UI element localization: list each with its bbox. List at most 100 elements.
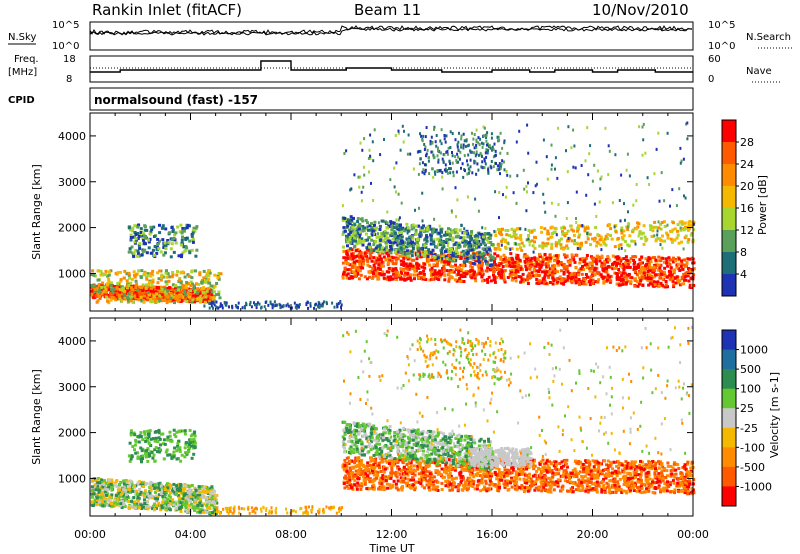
heatmap-cell [156, 242, 160, 246]
heatmap-cell [499, 255, 503, 259]
heatmap-cell [486, 262, 490, 266]
heatmap-cell [104, 497, 108, 501]
heatmap-cell [423, 244, 427, 248]
heatmap-cell [205, 504, 209, 508]
heatmap-cell [116, 500, 119, 504]
heatmap-cell [468, 248, 472, 252]
heatmap-cell [498, 191, 501, 194]
heatmap-cell [456, 152, 459, 156]
heatmap-cell [395, 161, 398, 165]
heatmap-cell [531, 244, 535, 248]
heatmap-cell [577, 235, 581, 239]
heatmap-cell [475, 150, 478, 154]
heatmap-cell [530, 229, 534, 233]
heatmap-cell [580, 272, 584, 276]
heatmap-cell [199, 297, 203, 301]
heatmap-cell [181, 486, 185, 490]
heatmap-cell [469, 238, 473, 242]
heatmap-cell [172, 298, 176, 302]
heatmap-cell [513, 266, 517, 270]
heatmap-cell [430, 272, 433, 275]
heatmap-cell [121, 496, 125, 500]
heatmap-cell [385, 248, 389, 252]
heatmap-cell [617, 260, 621, 264]
heatmap-cell [125, 279, 129, 283]
heatmap-cell [559, 269, 563, 273]
heatmap-cell [627, 244, 631, 248]
heatmap-cell [164, 280, 168, 284]
heatmap-cell [400, 201, 403, 205]
heatmap-cell [110, 481, 114, 485]
heatmap-cell [673, 268, 677, 272]
heatmap-cell [540, 279, 544, 283]
heatmap-cell [342, 230, 346, 234]
heatmap-cell [484, 247, 488, 251]
heatmap-cell [158, 269, 162, 273]
heatmap-cell [505, 169, 508, 173]
heatmap-cell [686, 121, 689, 125]
heatmap-cell [90, 284, 94, 288]
heatmap-cell [107, 277, 111, 281]
heatmap-cell [526, 282, 530, 285]
heatmap-cell [434, 140, 437, 144]
heatmap-cell [182, 245, 186, 249]
heatmap-cell [545, 155, 548, 159]
heatmap-cell [210, 293, 214, 297]
heatmap-cell [160, 287, 164, 291]
heatmap-cell [551, 282, 555, 286]
heatmap-cell [369, 248, 373, 252]
heatmap-cell [657, 285, 661, 288]
heatmap-cell [114, 298, 118, 302]
heatmap-cell [201, 496, 205, 500]
heatmap-cell [530, 263, 534, 267]
heatmap-cell [622, 234, 626, 238]
heatmap-cell [493, 260, 496, 264]
heatmap-cell [690, 256, 694, 260]
heatmap-cell [136, 249, 140, 253]
heatmap-cell [616, 237, 620, 240]
heatmap-cell [433, 217, 436, 221]
heatmap-cell [510, 247, 514, 251]
heatmap-cell [135, 502, 139, 506]
heatmap-cell [379, 231, 383, 235]
heatmap-cell [113, 296, 117, 300]
heatmap-cell [452, 256, 455, 260]
heatmap-cell [535, 278, 539, 281]
heatmap-cell [315, 302, 317, 306]
heatmap-cell [425, 163, 428, 167]
heatmap-cell [409, 235, 413, 239]
heatmap-cell [562, 282, 566, 286]
heatmap-cell [484, 162, 487, 166]
heatmap-cell [585, 193, 588, 197]
heatmap-cell [570, 239, 574, 243]
heatmap-cell [152, 483, 155, 487]
heatmap-cell [688, 257, 692, 261]
heatmap-cell [417, 250, 421, 254]
heatmap-cell [410, 250, 414, 254]
heatmap-cell [372, 159, 375, 163]
nsearch-tick-top: 10^5 [708, 20, 735, 31]
heatmap-cell [597, 278, 601, 282]
heatmap-cell [358, 241, 362, 245]
heatmap-cell [381, 219, 385, 223]
heatmap-cell [556, 176, 559, 180]
heatmap-cell [205, 289, 209, 293]
heatmap-cell [473, 146, 476, 150]
heatmap-cell [399, 259, 403, 263]
heatmap-cell [158, 239, 161, 243]
heatmap-cell [513, 264, 517, 268]
heatmap-cell [353, 262, 357, 266]
heatmap-cell [346, 240, 350, 244]
heatmap-cell [489, 146, 492, 150]
heatmap-cell [486, 131, 489, 135]
heatmap-cell [487, 232, 491, 236]
heatmap-cell [169, 247, 173, 251]
heatmap-cell [565, 244, 569, 248]
heatmap-cell [140, 292, 144, 296]
heatmap-cell [532, 269, 536, 273]
heatmap-cell [184, 296, 188, 300]
heatmap-cell [559, 281, 563, 285]
heatmap-cell [598, 259, 602, 263]
heatmap-cell [143, 294, 147, 298]
heatmap-cell [107, 273, 111, 277]
